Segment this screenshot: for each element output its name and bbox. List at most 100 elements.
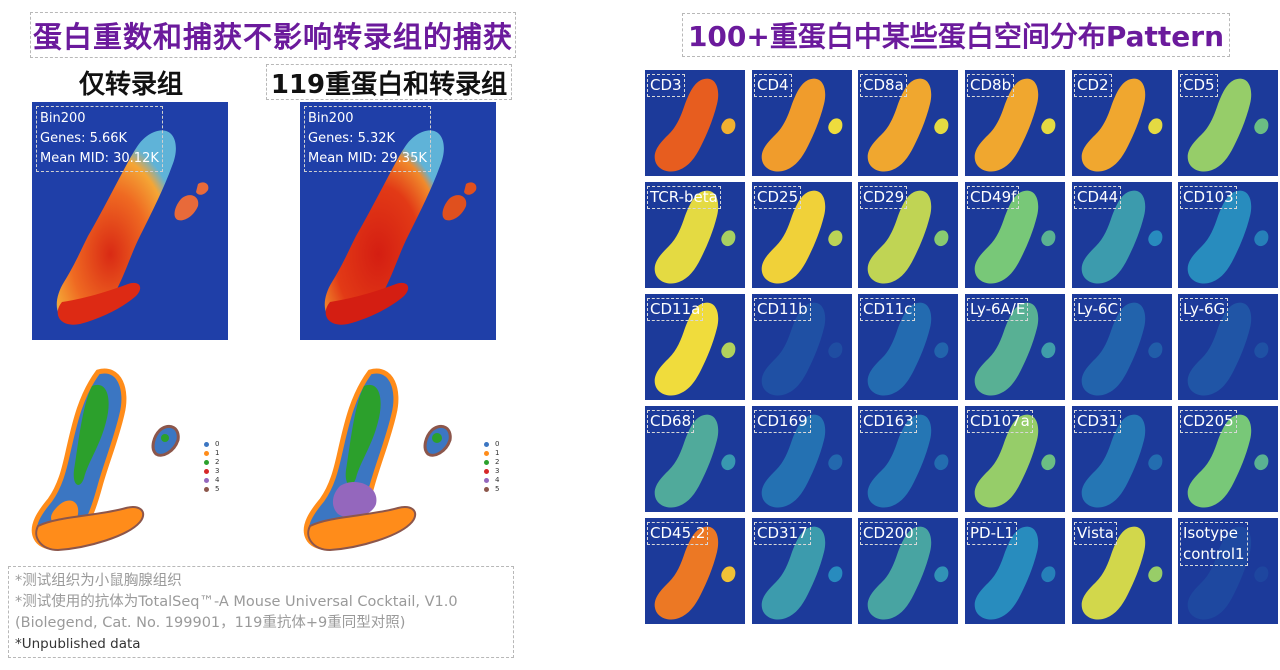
tissue-lobe: [721, 118, 736, 135]
protein-tissue-map: [1187, 78, 1269, 172]
protein-tile-cd103: CD103: [1178, 182, 1278, 288]
tissue-shape: [1081, 414, 1146, 508]
note-tissue: *测试组织为小鼠胸腺组织: [15, 573, 182, 589]
protein-tile-cd317: CD317: [752, 518, 852, 624]
protein-label: CD3: [647, 74, 685, 97]
tissue-shape: [1187, 190, 1252, 284]
legend-dot: [204, 451, 209, 456]
protein-label: CD49f: [967, 186, 1020, 209]
tissue-lobe: [828, 118, 843, 135]
tissue-shape: [761, 302, 826, 396]
note-catalog: (Biolegend, Cat. No. 199901，119重抗体+9重同型对…: [15, 615, 406, 631]
protein-tissue-map: [1187, 190, 1269, 284]
tissue-shape: [867, 190, 932, 284]
tissue-lobe: [1041, 230, 1056, 247]
protein-label: CD200: [860, 522, 917, 545]
protein-label: CD11b: [754, 298, 811, 321]
protein-label: CD169: [754, 410, 811, 433]
heatmap-tissue-shape: [324, 130, 477, 325]
legend-label: 5: [495, 485, 500, 493]
tissue-shape: [1187, 414, 1252, 508]
protein-tissue-map: [1081, 302, 1163, 396]
legend-dot: [484, 469, 489, 474]
protein-tile-cd11b: CD11b: [752, 294, 852, 400]
tissue-shape: [761, 78, 826, 172]
legend-item: 2: [484, 458, 499, 467]
tissue-lobe: [828, 454, 843, 471]
protein-label: Isotype control1: [1180, 522, 1248, 566]
stats-box: Bin200 Genes: 5.66K Mean MID: 30.12K: [36, 106, 163, 172]
protein-tile-cd11a: CD11a: [645, 294, 745, 400]
protein-tissue-map: [867, 190, 949, 284]
tissue-shape: [867, 414, 932, 508]
tissue-shape: [974, 302, 1039, 396]
legend-label: 3: [495, 467, 500, 475]
protein-tissue-map: [974, 78, 1056, 172]
legend-item: 0: [484, 440, 499, 449]
protein-tissue-map: [654, 78, 736, 172]
tissue-lobe: [1041, 342, 1056, 359]
protein-label: CD44: [1074, 186, 1122, 209]
tissue-lobe: [934, 118, 949, 135]
protein-label: PD-L1: [967, 522, 1017, 545]
protein-tissue-map: [1187, 302, 1269, 396]
protein-tile-cd31: CD31: [1072, 406, 1172, 512]
protein-tile-cd163: CD163: [858, 406, 958, 512]
legend-dot: [204, 487, 209, 492]
protein-tile-cd25: CD25: [752, 182, 852, 288]
right-panel-title: 100+重蛋白中某些蛋白空间分布Pattern: [682, 13, 1230, 57]
protein-tile-ly-6g: Ly-6G: [1178, 294, 1278, 400]
protein-tile-cd29: CD29: [858, 182, 958, 288]
protein-tile-pd-l1: PD-L1: [965, 518, 1065, 624]
column-title-protein-and-transcriptome: 119重蛋白和转录组: [266, 64, 512, 100]
protein-tissue-map: [654, 190, 736, 284]
protein-tissue-map: [654, 302, 736, 396]
tissue-lobe: [828, 342, 843, 359]
protein-tile-cd4: CD4: [752, 70, 852, 176]
protein-label: CD11a: [647, 298, 704, 321]
protein-tissue-map: [1081, 190, 1163, 284]
tissue-lobe: [721, 566, 736, 583]
legend-label: 1: [495, 449, 500, 457]
heatmap-transcriptome-only: Bin200 Genes: 5.66K Mean MID: 30.12K: [32, 102, 228, 340]
protein-tile-grid: CD3 CD4 CD8a CD8b CD2 CD5 TCR-beta CD25 CD29 CD49…: [640, 70, 1278, 630]
protein-tissue-map: [761, 190, 843, 284]
legend-item: 4: [484, 476, 499, 485]
cluster-map-protein-and-transcriptome: [303, 368, 452, 552]
protein-tissue-map: [974, 190, 1056, 284]
legend-item: 4: [204, 476, 219, 485]
stats-mean-mid: Mean MID: 30.12K: [40, 151, 159, 166]
legend-item: 2: [204, 458, 219, 467]
protein-label: Ly-6C: [1074, 298, 1122, 321]
tissue-shape: [867, 78, 932, 172]
protein-tile-cd205: CD205: [1178, 406, 1278, 512]
protein-tissue-map: [761, 526, 843, 620]
protein-tile-cd2: CD2: [1072, 70, 1172, 176]
protein-label: CD205: [1180, 410, 1237, 433]
tissue-shape: [654, 302, 719, 396]
tissue-shape: [1187, 526, 1252, 620]
tissue-shape: [761, 190, 826, 284]
tissue-lobe: [934, 342, 949, 359]
protein-label: CD45.2: [647, 522, 709, 545]
tissue-lobe: [1254, 342, 1269, 359]
note-antibody: *测试使用的抗体为TotalSeq™-A Mouse Universal Coc…: [15, 594, 458, 610]
tissue-lobe: [1041, 566, 1056, 583]
protein-label: CD4: [754, 74, 792, 97]
legend-dot: [484, 460, 489, 465]
protein-tile-ly-6c: Ly-6C: [1072, 294, 1172, 400]
protein-tissue-map: [974, 302, 1056, 396]
tissue-shape: [761, 526, 826, 620]
tissue-lobe: [1148, 342, 1163, 359]
protein-tissue-map: [974, 414, 1056, 508]
tissue-shape: [761, 414, 826, 508]
protein-label: CD317: [754, 522, 811, 545]
protein-label: CD163: [860, 410, 917, 433]
protein-label: CD25: [754, 186, 802, 209]
legend-dot: [484, 478, 489, 483]
notes-box: *测试组织为小鼠胸腺组织 *测试使用的抗体为TotalSeq™-A Mouse …: [8, 566, 514, 658]
legend-item: 5: [484, 485, 499, 494]
heatmap-tissue-shape: [56, 130, 209, 325]
tissue-shape: [654, 190, 719, 284]
